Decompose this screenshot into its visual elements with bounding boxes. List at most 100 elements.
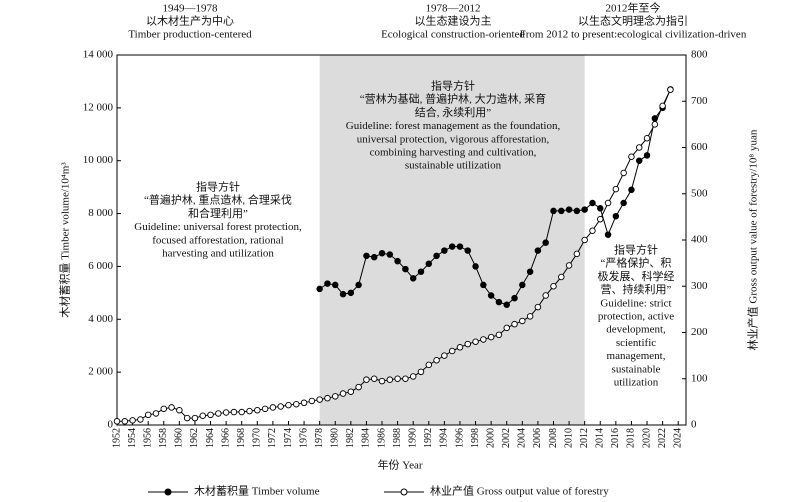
series-marker [526,268,534,275]
series-marker [620,199,627,207]
y2-tick-label: 0 [691,419,697,431]
y2-tick-label: 800 [691,49,708,61]
series-marker [550,283,557,290]
x-tick-label: 1980 [330,428,341,448]
series-marker [402,265,409,273]
series-marker [612,185,620,193]
series-marker [534,247,542,254]
series-marker [487,292,495,299]
series-marker [519,281,526,289]
series-marker [394,375,401,383]
y-tick-label: 14 000 [83,49,114,61]
series-marker [409,275,417,282]
x-tick-label: 1996 [454,428,465,448]
x-tick-label: 2024 [673,428,684,448]
series-marker [581,236,588,244]
series-marker [565,206,573,213]
series-marker [409,373,417,380]
guideline-text: “严格保护、积 [601,256,672,270]
series-marker [339,390,347,397]
series-marker [331,393,339,400]
legend-label: 木材蓄积量 Timber volume [194,484,320,498]
series-marker [643,134,651,142]
guideline-text: development, [606,324,666,336]
period-header: Timber production-centered [128,29,252,41]
series-marker [635,157,643,164]
series-marker [472,338,479,346]
series-marker [643,152,651,159]
guideline-text: combining harvesting and cultivation, [370,147,537,159]
series-marker [659,102,666,110]
x-tick-label: 1986 [376,428,387,448]
series-marker [277,403,284,410]
series-marker [254,406,261,414]
series-marker [355,281,362,289]
series-marker [238,408,245,416]
series-marker [300,399,308,407]
guideline-text: 和合理利用” [188,206,248,220]
y2-axis-label: 林业产值 Gross output value of forestry/10⁸ … [746,129,760,350]
guideline-text: “营林为基础, 普遍护林, 大力造林, 采育 [360,92,546,106]
y-tick-label: 12 000 [83,101,114,113]
legend-marker [400,488,408,496]
guideline-text: scientific [616,337,656,349]
series-marker [464,247,472,254]
series-marker [324,280,331,287]
series-marker [612,212,620,220]
series-marker [495,331,503,339]
x-tick-label: 1964 [205,428,216,448]
guideline-text: sustainable utilization [405,160,502,172]
period-header: 2012年至今 [606,1,661,15]
x-tick-label: 2000 [485,428,496,448]
series-marker [441,247,448,254]
period-header: 1978—2012 [426,3,481,15]
series-marker [604,231,612,238]
series-marker [620,169,627,177]
period-header: Ecological construction-oriented [381,29,525,41]
x-tick-label: 1972 [267,428,278,448]
series-marker [487,333,495,341]
series-marker [448,347,456,355]
series-marker [433,252,440,260]
period-header: 以生态建设为主 [415,14,492,28]
series-marker [495,298,503,306]
series-marker [199,412,206,420]
x-tick-label: 1992 [423,428,434,448]
series-marker [386,251,394,258]
series-marker [573,207,581,215]
y-tick-label: 0 [108,419,114,431]
series-marker [597,205,604,212]
guideline-text: harvesting and utilization [162,248,274,260]
y2-tick-label: 400 [691,234,708,246]
x-tick-label: 1970 [252,428,263,448]
series-marker [651,121,659,128]
series-marker [386,376,394,383]
series-marker [456,344,464,351]
y-tick-label: 8 000 [88,207,113,219]
series-marker [347,388,355,395]
x-tick-label: 2020 [641,428,652,448]
guideline-text: 指导方针 [614,243,658,257]
guideline-text: Guideline: universal forest protection, [134,221,302,233]
guideline-text: “普遍护林, 重点造林, 合理采伐 [144,193,292,207]
series-marker [222,409,230,416]
series-marker [168,404,175,411]
x-tick-label: 1994 [439,428,450,448]
series-marker [441,352,448,359]
y2-tick-label: 500 [691,187,708,199]
series-marker [534,303,542,311]
guideline-text: Guideline: forest management as the foun… [346,120,561,132]
series-marker [519,317,526,325]
series-marker [635,144,643,151]
series-marker [628,186,635,194]
y2-tick-label: 700 [691,95,708,107]
series-marker [269,404,277,411]
series-marker [363,252,370,260]
series-marker [402,375,409,383]
x-tick-label: 1952 [111,428,122,448]
guideline-text: universal protection, vigorous afforesta… [357,133,550,145]
x-tick-label: 1998 [470,428,481,448]
x-tick-label: 2014 [595,428,606,448]
series-marker [370,253,378,261]
series-marker [542,292,549,299]
